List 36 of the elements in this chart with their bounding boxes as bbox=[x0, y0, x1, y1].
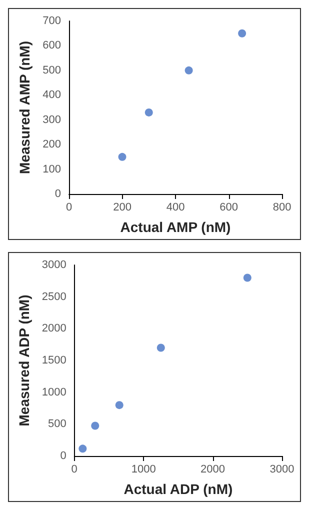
y-tick-label: 0 bbox=[60, 450, 66, 462]
x-axis-title: Actual ADP (nM) bbox=[124, 481, 233, 497]
x-axis-title: Actual AMP (nM) bbox=[120, 219, 231, 235]
point bbox=[118, 152, 126, 161]
y-tick-label: 500 bbox=[48, 418, 66, 430]
x-tick-label: 400 bbox=[166, 202, 185, 214]
y-tick-label: 2500 bbox=[42, 290, 66, 303]
y-tick-label: 500 bbox=[42, 64, 61, 76]
x-tick-label: 800 bbox=[272, 202, 292, 214]
y-tick-label: 200 bbox=[42, 138, 61, 151]
y-tick-label: 3000 bbox=[42, 259, 66, 271]
point bbox=[238, 29, 246, 38]
y-tick-label: 1000 bbox=[42, 386, 66, 398]
point bbox=[144, 108, 153, 116]
point bbox=[243, 274, 252, 282]
point bbox=[184, 66, 193, 74]
x-tick-label: 2000 bbox=[200, 464, 226, 476]
x-tick-label: 0 bbox=[71, 464, 78, 476]
y-tick-label: 600 bbox=[42, 40, 61, 52]
point bbox=[91, 422, 100, 430]
y-tick-label: 1500 bbox=[42, 354, 66, 366]
point bbox=[156, 344, 165, 352]
point bbox=[78, 444, 87, 453]
y-axis-title: Measured ADP (nM) bbox=[16, 294, 32, 426]
y-tick-label: 300 bbox=[42, 114, 61, 126]
y-tick-label: 400 bbox=[42, 89, 61, 102]
x-tick-label: 600 bbox=[220, 202, 238, 214]
y-tick-label: 700 bbox=[42, 15, 61, 27]
x-tick-label: 200 bbox=[113, 202, 132, 214]
y-tick-label: 0 bbox=[54, 188, 61, 200]
x-tick-label: 1000 bbox=[131, 464, 156, 476]
x-tick-label: 3000 bbox=[270, 464, 294, 476]
point bbox=[115, 401, 124, 410]
y-tick-label: 2000 bbox=[42, 322, 66, 335]
y-axis-title: Measured AMP (nM) bbox=[16, 40, 33, 174]
y-tick-label: 100 bbox=[42, 163, 61, 176]
